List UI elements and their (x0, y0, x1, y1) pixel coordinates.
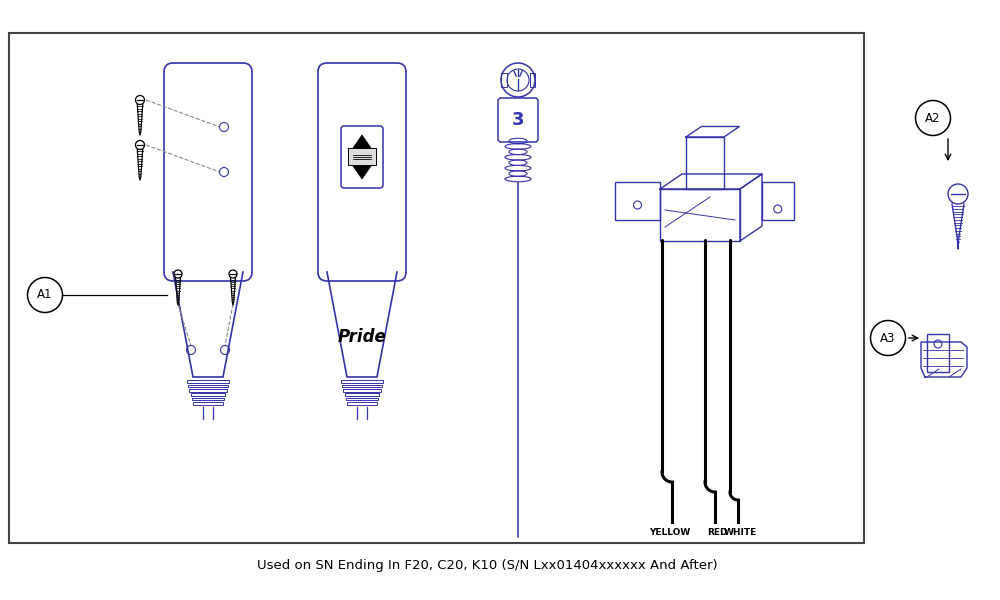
Text: Pride: Pride (338, 328, 386, 346)
Polygon shape (353, 135, 371, 148)
FancyBboxPatch shape (348, 148, 376, 166)
Bar (686, 137, 724, 189)
Text: A1: A1 (37, 289, 53, 301)
Circle shape (28, 277, 62, 313)
Bar (530, 73, 535, 87)
Bar (187, 380, 229, 383)
Circle shape (870, 320, 906, 355)
Text: WHITE: WHITE (723, 528, 757, 537)
Bar (188, 385, 228, 387)
Bar (345, 394, 379, 396)
Bar (189, 389, 227, 392)
Bar (762, 182, 794, 220)
Bar (347, 402, 377, 405)
Bar (191, 394, 225, 396)
Bar (501, 73, 507, 87)
Text: A2: A2 (925, 112, 941, 124)
Text: RED: RED (707, 528, 727, 537)
Bar (341, 380, 383, 383)
Bar (660, 189, 740, 241)
Bar (927, 334, 949, 372)
Bar (192, 398, 224, 400)
Bar (343, 389, 381, 392)
Bar (615, 182, 660, 220)
Text: A3: A3 (880, 331, 896, 344)
Bar (193, 402, 223, 405)
Bar (9, 33, 864, 543)
Polygon shape (353, 166, 371, 179)
Bar (346, 398, 378, 400)
Circle shape (916, 100, 950, 136)
Text: Used on SN Ending In F20, C20, K10 (S/N Lxx01404xxxxxx And After): Used on SN Ending In F20, C20, K10 (S/N … (257, 559, 717, 571)
Text: YELLOW: YELLOW (649, 528, 691, 537)
Bar (342, 385, 382, 387)
Text: 3: 3 (512, 111, 524, 129)
